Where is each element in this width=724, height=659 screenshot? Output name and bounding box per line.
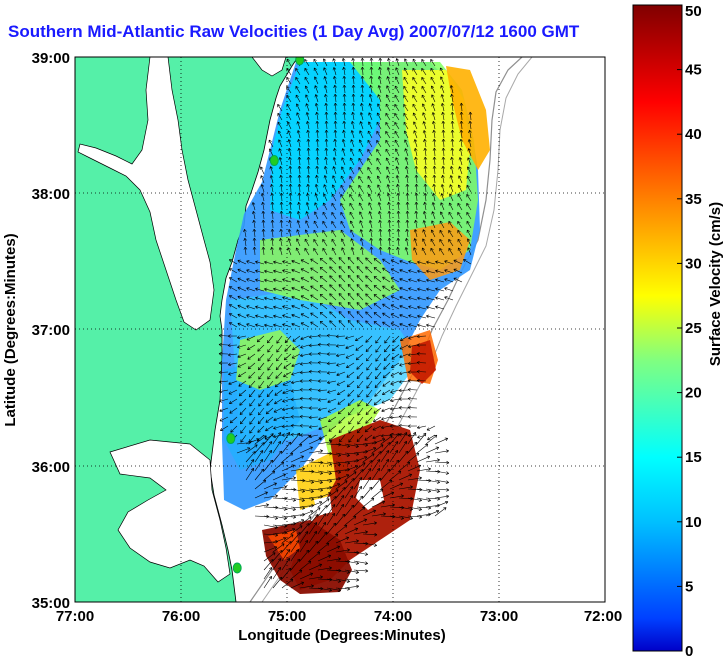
radar-station-marker [226, 433, 236, 444]
x-tick-label: 73:00 [480, 608, 518, 625]
figure-title: Southern Mid-Atlantic Raw Velocities (1 … [8, 22, 580, 41]
y-axis: 39:00 38:00 37:00 36:00 35:00 [32, 50, 70, 612]
y-axis-label: Latitude (Degrees:Minutes) [2, 233, 19, 426]
colorbar-tick-label: 25 [685, 320, 702, 337]
x-tick-label: 76:00 [162, 608, 200, 625]
map-grid [75, 57, 605, 602]
pamlico-sound [109, 439, 231, 583]
colorbar-tick-label: 45 [685, 62, 702, 79]
x-tick-label: 74:00 [374, 608, 412, 625]
colorbar-tick-label: 0 [685, 643, 693, 659]
map-frame [74, 56, 606, 603]
x-tick-label: 72:00 [584, 608, 622, 625]
colorbar-tick-label: 40 [685, 126, 702, 143]
colorbar-tick-label: 5 [685, 578, 693, 595]
colorbar-tick-label: 10 [685, 514, 702, 531]
y-tick-label: 37:00 [32, 322, 70, 339]
chesapeake-bay [77, 57, 215, 331]
colorbar-label: Surface Velocity (cm/s) [707, 202, 724, 366]
x-tick-label: 77:00 [56, 608, 94, 625]
colorbar-tick-label: 35 [685, 191, 702, 208]
map-panel: 39:00 38:00 37:00 36:00 35:00 77:00 76:0… [2, 50, 622, 644]
radar-station-marker [232, 562, 242, 574]
x-tick-label: 75:00 [268, 608, 306, 625]
colorbar-tick-label: 50 [685, 3, 702, 20]
x-axis-label: Longitude (Degrees:Minutes) [238, 627, 446, 644]
radar-station-marker [269, 155, 279, 167]
y-tick-label: 35:00 [32, 595, 70, 612]
colorbar-tick-label: 15 [685, 449, 702, 466]
y-tick-label: 36:00 [32, 459, 70, 476]
radar-station-marker [295, 57, 305, 66]
x-axis: 77:00 76:00 75:00 74:00 73:00 72:00 [56, 608, 622, 625]
colorbar: 0 5 10 15 20 25 30 35 40 45 50 Surface Velocity (c… [632, 3, 724, 659]
y-tick-label: 39:00 [32, 50, 70, 67]
velocity-vectors [218, 57, 473, 592]
delaware-bay [251, 57, 287, 77]
y-tick-label: 38:00 [32, 186, 70, 203]
colorbar-scale [632, 4, 683, 652]
colorbar-tick-label: 30 [685, 255, 702, 272]
radar-stations [226, 57, 305, 574]
colorbar-tick-label: 20 [685, 385, 702, 402]
